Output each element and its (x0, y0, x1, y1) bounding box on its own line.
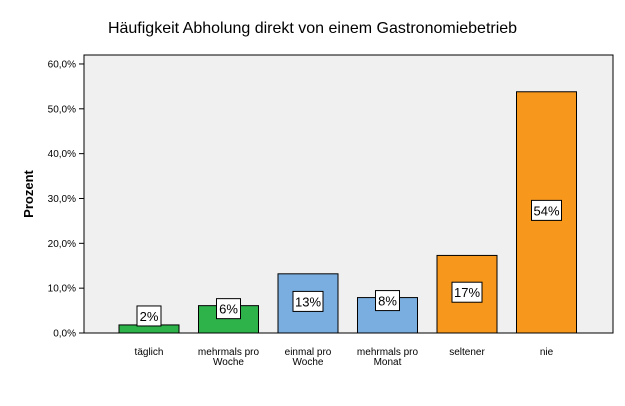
y-axis: 0,0% 10,0% 20,0% 30,0% 40,0% 50,0% 60,0% (48, 59, 84, 340)
chart-title: Häufigkeit Abholung direkt von einem Gas… (107, 20, 518, 37)
data-label: 6% (219, 302, 238, 317)
data-label: 2% (140, 309, 159, 324)
y-tick-label: 30,0% (48, 194, 76, 205)
data-label: 8% (378, 294, 397, 309)
x-tick-label: Woche (213, 357, 244, 368)
data-label: 13% (295, 294, 321, 309)
data-label-box (136, 305, 162, 327)
y-tick-label: 50,0% (48, 104, 76, 115)
y-axis-title: Prozent (21, 169, 36, 217)
x-tick-label: einmal pro (285, 347, 332, 358)
data-label-box (451, 281, 483, 303)
x-tick-label: Monat (374, 357, 402, 368)
data-label: 17% (454, 285, 480, 300)
y-tick-label: 40,0% (48, 149, 76, 160)
y-tick-label: 20,0% (48, 239, 76, 250)
y-tick-label: 10,0% (48, 284, 76, 295)
x-tick-label: Woche (293, 357, 324, 368)
x-tick-label: mehrmals pro (198, 347, 260, 358)
x-tick-label: täglich (135, 347, 164, 358)
data-label-box (216, 298, 241, 320)
x-tick-label: nie (540, 347, 554, 358)
data-label-box (375, 290, 400, 312)
data-label: 54% (533, 203, 559, 218)
data-label-box (531, 199, 562, 221)
data-label-box (292, 290, 324, 312)
x-tick-label: mehrmals pro (357, 347, 419, 358)
y-tick-label: 0,0% (53, 329, 76, 340)
data-labels-group: 2% 6% 13% 8% 17% 54% (136, 199, 562, 327)
x-tick-label: seltener (449, 347, 485, 358)
y-tick-label: 60,0% (48, 59, 76, 70)
